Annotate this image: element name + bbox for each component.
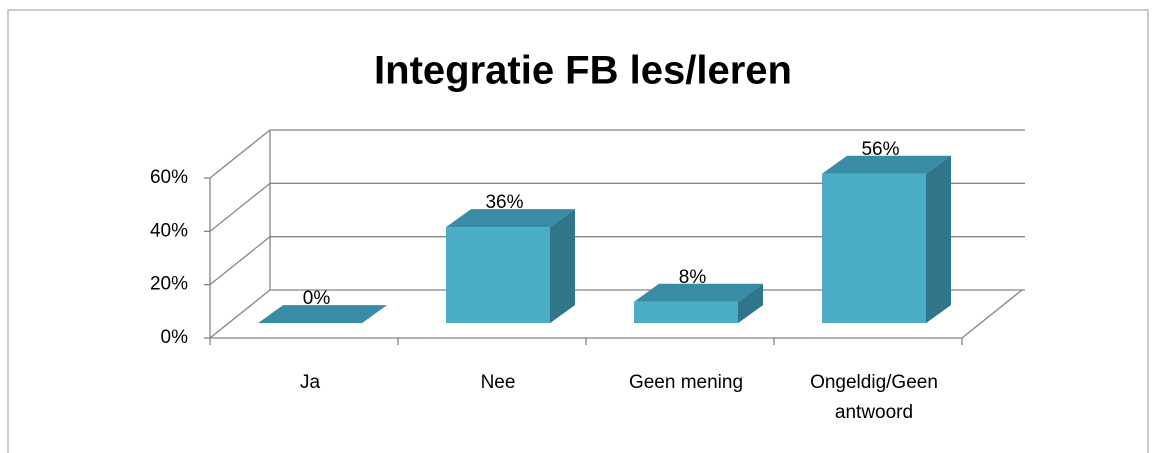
y-tick-label: 40% [150, 220, 188, 241]
bar [822, 155, 951, 324]
bar-front [446, 227, 550, 324]
bar-side [738, 283, 763, 324]
x-tick-label: Ja [300, 372, 321, 393]
bar-front [822, 173, 926, 324]
y-tick-label: 20% [150, 274, 188, 295]
bar-top [258, 305, 387, 324]
value-label: 36% [485, 192, 523, 213]
value-label: 56% [861, 139, 899, 160]
bar-side [550, 209, 575, 324]
bar-front [634, 301, 738, 324]
grid-line [209, 182, 271, 232]
chart-title: Integratie FB les/leren [374, 49, 792, 93]
bar [258, 305, 387, 324]
bar-top [446, 209, 575, 228]
bar-top [634, 283, 763, 302]
bar-side [926, 155, 951, 324]
y-tick-label: 60% [150, 167, 188, 188]
floor-edge [961, 289, 1023, 339]
value-label: 0% [303, 288, 331, 309]
y-tick-label: 0% [161, 327, 189, 348]
bar [446, 209, 575, 324]
x-tick-label: Ongeldig/Geen antwoord [810, 372, 938, 423]
grid-line [209, 129, 271, 179]
bar-top [822, 155, 951, 174]
bar [634, 283, 763, 324]
chart-border [7, 9, 1149, 453]
grid-line [209, 289, 271, 339]
grid-line [209, 236, 271, 286]
x-tick-label: Nee [481, 372, 516, 393]
value-label: 8% [679, 267, 707, 288]
x-tick-label: Geen mening [629, 372, 743, 393]
